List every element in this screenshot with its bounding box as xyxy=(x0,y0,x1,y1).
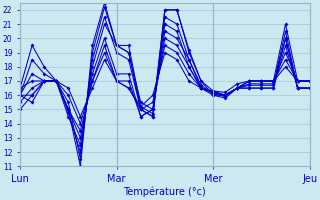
X-axis label: Température (°c): Température (°c) xyxy=(124,187,206,197)
